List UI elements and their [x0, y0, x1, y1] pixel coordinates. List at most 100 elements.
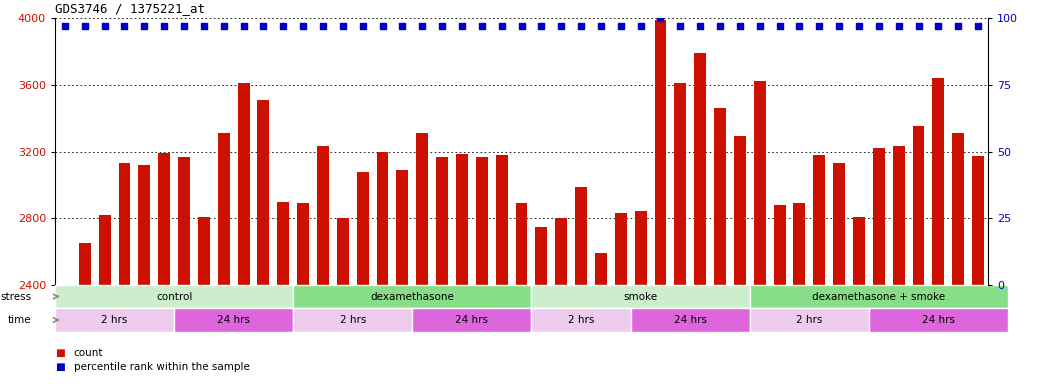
Point: [414, 23, 431, 29]
Point: [315, 23, 331, 29]
Bar: [412, 308, 531, 332]
Point: [493, 23, 510, 29]
Point: [116, 23, 133, 29]
Text: 2 hrs: 2 hrs: [568, 315, 594, 325]
Bar: [749, 285, 1008, 308]
Point: [672, 23, 688, 29]
Point: [752, 23, 768, 29]
Bar: [158, 153, 170, 285]
Text: control: control: [156, 291, 192, 301]
Bar: [631, 308, 749, 332]
Bar: [138, 165, 151, 285]
Bar: [893, 146, 905, 285]
Point: [375, 23, 391, 29]
Point: [216, 23, 233, 29]
Point: [136, 23, 153, 29]
Bar: [516, 203, 527, 285]
Point: [573, 23, 590, 29]
Bar: [814, 155, 825, 285]
Text: dexamethasone: dexamethasone: [371, 291, 455, 301]
Bar: [932, 78, 945, 285]
Point: [692, 23, 709, 29]
Point: [771, 23, 788, 29]
Text: stress: stress: [1, 291, 32, 301]
Bar: [337, 218, 349, 285]
Point: [910, 23, 927, 29]
Point: [871, 23, 887, 29]
Point: [434, 23, 450, 29]
Point: [275, 23, 292, 29]
Bar: [595, 253, 607, 285]
Point: [334, 23, 351, 29]
Point: [295, 23, 311, 29]
Bar: [293, 308, 412, 332]
Bar: [714, 108, 726, 285]
Bar: [174, 308, 293, 332]
Text: 24 hrs: 24 hrs: [674, 315, 707, 325]
Bar: [853, 217, 865, 285]
Bar: [873, 148, 884, 285]
Bar: [277, 202, 290, 285]
Text: 2 hrs: 2 hrs: [102, 315, 128, 325]
Bar: [536, 227, 547, 285]
Bar: [357, 172, 368, 285]
Bar: [456, 154, 468, 285]
Bar: [416, 133, 429, 285]
Point: [851, 23, 868, 29]
Bar: [257, 100, 270, 285]
Bar: [952, 133, 964, 285]
Bar: [834, 163, 845, 285]
Point: [473, 23, 490, 29]
Bar: [475, 157, 488, 285]
Point: [632, 23, 649, 29]
Bar: [496, 155, 508, 285]
Bar: [118, 163, 131, 285]
Bar: [531, 308, 631, 332]
Bar: [397, 170, 408, 285]
Text: ■: ■: [55, 362, 64, 372]
Bar: [793, 203, 805, 285]
Point: [534, 23, 550, 29]
Bar: [238, 83, 249, 285]
Point: [791, 23, 808, 29]
Bar: [55, 308, 174, 332]
Bar: [317, 146, 329, 285]
Point: [950, 23, 966, 29]
Text: 2 hrs: 2 hrs: [339, 315, 366, 325]
Text: smoke: smoke: [624, 291, 658, 301]
Bar: [973, 156, 984, 285]
Point: [732, 23, 748, 29]
Bar: [55, 285, 293, 308]
Bar: [575, 187, 588, 285]
Bar: [614, 213, 627, 285]
Bar: [634, 211, 647, 285]
Text: 24 hrs: 24 hrs: [456, 315, 488, 325]
Bar: [297, 203, 309, 285]
Bar: [99, 215, 111, 285]
Point: [930, 23, 947, 29]
Text: percentile rank within the sample: percentile rank within the sample: [74, 362, 249, 372]
Bar: [198, 217, 210, 285]
Text: 24 hrs: 24 hrs: [217, 315, 250, 325]
Bar: [694, 53, 706, 285]
Text: GDS3746 / 1375221_at: GDS3746 / 1375221_at: [55, 2, 204, 15]
Bar: [531, 285, 749, 308]
Bar: [754, 81, 766, 285]
Point: [236, 23, 252, 29]
Point: [454, 23, 470, 29]
Point: [156, 23, 172, 29]
Point: [612, 23, 629, 29]
Point: [513, 23, 529, 29]
Bar: [869, 308, 1008, 332]
Point: [195, 23, 212, 29]
Point: [175, 23, 192, 29]
Bar: [218, 133, 229, 285]
Point: [553, 23, 570, 29]
Bar: [377, 152, 388, 285]
Point: [891, 23, 907, 29]
Text: count: count: [74, 348, 103, 358]
Bar: [293, 285, 531, 308]
Point: [830, 23, 847, 29]
Text: ■: ■: [55, 348, 64, 358]
Bar: [655, 20, 666, 285]
